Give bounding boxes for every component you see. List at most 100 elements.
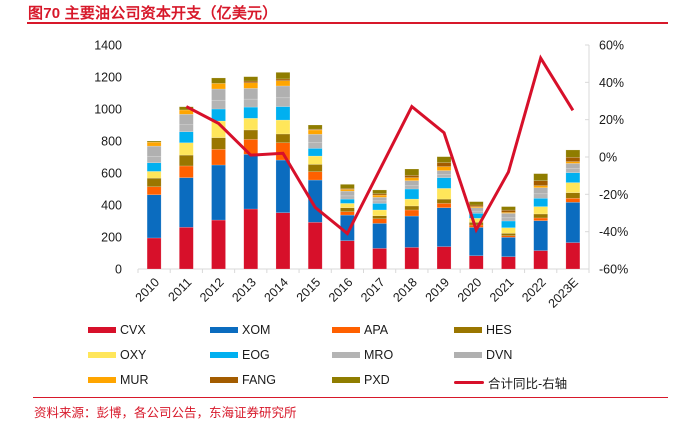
bar-segment-cvx bbox=[340, 240, 355, 270]
bar-segment-cvx bbox=[565, 242, 581, 270]
bar-segment-xom bbox=[501, 237, 516, 257]
legend-label: 合计同比-右轴 bbox=[488, 377, 568, 391]
bar-segment-hes bbox=[501, 233, 516, 236]
bar-segment-eog bbox=[179, 131, 194, 144]
y-tick-label: 0 bbox=[115, 263, 122, 277]
bar-segment-cvx bbox=[243, 208, 258, 270]
bar-segment-mro bbox=[533, 193, 548, 199]
legend-label: PXD bbox=[364, 373, 390, 387]
legend-label: APA bbox=[364, 323, 389, 337]
bar-segment-dvn bbox=[275, 85, 291, 99]
bar-segment-eog bbox=[243, 106, 258, 119]
bar-segment-mro bbox=[146, 156, 162, 164]
bar-segment-xom bbox=[565, 202, 581, 243]
legend-label: DVN bbox=[486, 348, 513, 362]
bar-segment-dvn bbox=[307, 134, 323, 144]
bar-segment-oxy bbox=[340, 203, 355, 208]
bar-segment-xom bbox=[533, 220, 548, 251]
bar-segment-hes bbox=[436, 198, 452, 204]
y2-tick-label: 20% bbox=[599, 113, 624, 127]
bar-segment-pxd bbox=[275, 72, 291, 80]
bar-segment-pxd bbox=[243, 76, 258, 82]
bar-segment-hes bbox=[533, 213, 548, 219]
bar-segment-eog bbox=[565, 172, 581, 183]
bar-segment-eog bbox=[372, 203, 387, 211]
bar-segment-cvx bbox=[501, 256, 516, 270]
bar-segment-apa bbox=[404, 209, 420, 217]
bar-segment-cvx bbox=[146, 237, 162, 270]
legend-item-mur: MUR bbox=[88, 373, 148, 387]
bar-segment-mro bbox=[211, 99, 226, 110]
bar-segment-mur bbox=[565, 161, 581, 164]
legend-label: HES bbox=[486, 323, 512, 337]
bar-segment-dvn bbox=[146, 145, 162, 157]
source-note: 资料来源：彭博，各公司公告，东海证券研究所 bbox=[34, 406, 297, 420]
legend-item-eog: EOG bbox=[210, 348, 270, 362]
bar-segment-oxy bbox=[404, 198, 420, 207]
bar-segment-hes bbox=[372, 215, 387, 220]
bar-segment-eog bbox=[340, 198, 355, 204]
bar-segment-eog bbox=[146, 162, 162, 172]
bar-segment-oxy bbox=[146, 171, 162, 179]
legend-label: EOG bbox=[242, 348, 270, 362]
bar-segment-xom bbox=[211, 164, 226, 221]
bar-segment-cvx bbox=[533, 250, 548, 270]
bar-segment-fang bbox=[533, 180, 548, 186]
bar-segment-mur bbox=[533, 185, 548, 188]
y-tick-label: 800 bbox=[101, 135, 122, 149]
bar-segment-cvx bbox=[211, 219, 226, 270]
bar-segment-xom bbox=[179, 177, 194, 228]
x-tick-label: 2011 bbox=[166, 275, 195, 304]
legend-swatch bbox=[210, 327, 238, 333]
bar-segment-eog bbox=[404, 188, 420, 200]
bar-segment-eog bbox=[533, 198, 548, 207]
axes bbox=[137, 44, 590, 273]
x-tick-label: 2014 bbox=[262, 275, 292, 305]
bar-segment-xom bbox=[243, 154, 258, 210]
bar-segment-mur bbox=[243, 82, 258, 89]
bar-segment-oxy bbox=[436, 188, 452, 200]
source-divider bbox=[33, 397, 668, 398]
bar-segment-pxd bbox=[211, 77, 226, 84]
legend-swatch bbox=[454, 327, 482, 333]
y-tick-label: 1200 bbox=[94, 71, 122, 85]
bar-segment-fang bbox=[565, 157, 581, 162]
y2-tick-label: -20% bbox=[599, 188, 628, 202]
legend-swatch bbox=[454, 381, 484, 384]
bar-segment-oxy bbox=[275, 119, 291, 135]
x-tick-label: 2023E bbox=[546, 275, 581, 310]
x-tick-label: 2022 bbox=[519, 275, 549, 305]
bar-segment-eog bbox=[307, 148, 323, 157]
bar-segment-cvx bbox=[275, 212, 291, 270]
y-tick-label: 600 bbox=[101, 167, 122, 181]
bar-segment-oxy bbox=[372, 209, 387, 216]
legend-swatch bbox=[88, 377, 116, 383]
bar-segment-mur bbox=[211, 83, 226, 90]
bar-segment-oxy bbox=[533, 206, 548, 215]
title-underline bbox=[27, 22, 668, 24]
x-tick-label: 2010 bbox=[133, 275, 163, 305]
bar-segment-pxd bbox=[469, 201, 484, 206]
legend-swatch bbox=[332, 352, 360, 358]
y2-tick-label: -60% bbox=[599, 263, 628, 277]
bar-segment-hes bbox=[307, 164, 323, 172]
yoy-line bbox=[185, 54, 575, 236]
bar-segment-apa bbox=[340, 211, 355, 216]
legend-item-cvx: CVX bbox=[88, 323, 146, 337]
legend-item-fang: FANG bbox=[210, 373, 276, 387]
bar-segment-dvn bbox=[372, 197, 387, 202]
bar-segment-cvx bbox=[404, 247, 420, 270]
bar-segment-cvx bbox=[436, 246, 452, 270]
bar-segment-hes bbox=[565, 192, 581, 199]
bar-segment-apa bbox=[275, 142, 291, 161]
bar-segment-fang bbox=[501, 209, 516, 213]
bar-segment-cvx bbox=[179, 226, 194, 270]
bar-segment-fang bbox=[404, 175, 420, 178]
bar-segment-fang bbox=[436, 162, 452, 167]
legend-label: CVX bbox=[120, 323, 146, 337]
bar-segment-xom bbox=[436, 207, 452, 247]
tick-labels: 0 200 400 600 800 1000 1200 1400 -60% -40% -20% 0% 2… bbox=[94, 39, 628, 311]
x-tick-label: 2020 bbox=[455, 275, 485, 305]
bar-segment-dvn bbox=[436, 170, 452, 176]
bar-segment-pxd bbox=[146, 140, 162, 143]
